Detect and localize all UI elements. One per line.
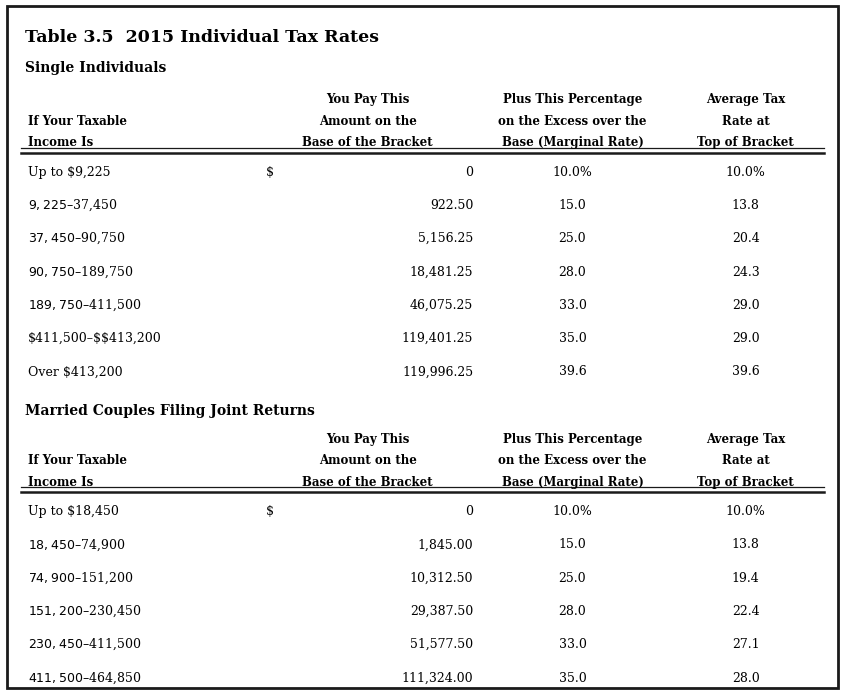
Text: 111,324.00: 111,324.00 [401, 672, 473, 684]
Text: 10.0%: 10.0% [725, 505, 765, 518]
Text: 25.0: 25.0 [558, 232, 586, 245]
Text: 10.0%: 10.0% [552, 166, 592, 178]
Text: 5,156.25: 5,156.25 [418, 232, 473, 245]
Text: Top of Bracket: Top of Bracket [696, 475, 793, 489]
Text: on the Excess over the: on the Excess over the [498, 454, 646, 467]
Text: 22.4: 22.4 [731, 605, 759, 618]
Text: 28.0: 28.0 [558, 605, 586, 618]
Text: Amount on the: Amount on the [318, 454, 416, 467]
Text: Base of the Bracket: Base of the Bracket [302, 136, 432, 149]
Text: Amount on the: Amount on the [318, 115, 416, 128]
Text: $9,225–$37,450: $9,225–$37,450 [28, 198, 117, 213]
Text: 15.0: 15.0 [558, 539, 586, 551]
Text: Income Is: Income Is [28, 475, 93, 489]
Text: 28.0: 28.0 [731, 672, 759, 684]
Text: 35.0: 35.0 [558, 672, 586, 684]
Text: 24.3: 24.3 [731, 266, 759, 278]
Text: Plus This Percentage: Plus This Percentage [502, 94, 641, 106]
Text: Married Couples Filing Joint Returns: Married Couples Filing Joint Returns [25, 404, 315, 418]
Text: $151,200–$230,450: $151,200–$230,450 [28, 604, 141, 619]
Text: Income Is: Income Is [28, 136, 93, 149]
Text: 29.0: 29.0 [731, 332, 759, 345]
Text: $: $ [266, 166, 273, 178]
Text: Base (Marginal Rate): Base (Marginal Rate) [501, 475, 642, 489]
Text: $230,450–$411,500: $230,450–$411,500 [28, 637, 141, 652]
Text: 10.0%: 10.0% [725, 166, 765, 178]
Text: You Pay This: You Pay This [326, 433, 408, 446]
Text: 10.0%: 10.0% [552, 505, 592, 518]
Text: 922.50: 922.50 [430, 199, 473, 212]
Text: 15.0: 15.0 [558, 199, 586, 212]
Text: 33.0: 33.0 [558, 299, 586, 312]
Text: $90,750–$189,750: $90,750–$189,750 [28, 264, 133, 280]
Text: Table 3.5  2015 Individual Tax Rates: Table 3.5 2015 Individual Tax Rates [25, 29, 379, 46]
Text: 27.1: 27.1 [731, 638, 759, 651]
Text: 25.0: 25.0 [558, 572, 586, 584]
Text: 19.4: 19.4 [731, 572, 759, 584]
Text: You Pay This: You Pay This [326, 94, 408, 106]
Text: 0: 0 [465, 166, 473, 178]
Text: $: $ [266, 505, 273, 518]
Text: Up to $18,450: Up to $18,450 [28, 505, 119, 518]
Text: $74,900–$151,200: $74,900–$151,200 [28, 570, 133, 586]
Text: Rate at: Rate at [721, 454, 769, 467]
Text: 39.6: 39.6 [558, 366, 586, 378]
Text: Rate at: Rate at [721, 115, 769, 128]
Text: 0: 0 [465, 505, 473, 518]
Text: 10,312.50: 10,312.50 [409, 572, 473, 584]
Text: $411,500–$$413,200: $411,500–$$413,200 [28, 332, 161, 345]
Text: Top of Bracket: Top of Bracket [696, 136, 793, 149]
Text: 39.6: 39.6 [731, 366, 759, 378]
Text: Average Tax: Average Tax [706, 433, 784, 446]
Text: Plus This Percentage: Plus This Percentage [502, 433, 641, 446]
Text: Average Tax: Average Tax [706, 94, 784, 106]
Text: If Your Taxable: If Your Taxable [28, 115, 127, 128]
Text: 20.4: 20.4 [731, 232, 759, 245]
Text: 51,577.50: 51,577.50 [409, 638, 473, 651]
Text: $18,450–$74,900: $18,450–$74,900 [28, 537, 125, 552]
Text: $37,450–$90,750: $37,450–$90,750 [28, 231, 125, 246]
Text: Single Individuals: Single Individuals [25, 61, 166, 75]
Text: on the Excess over the: on the Excess over the [498, 115, 646, 128]
Text: 1,845.00: 1,845.00 [417, 539, 473, 551]
Text: 119,996.25: 119,996.25 [402, 366, 473, 378]
Text: Base (Marginal Rate): Base (Marginal Rate) [501, 136, 642, 149]
Text: 13.8: 13.8 [731, 539, 759, 551]
Text: 13.8: 13.8 [731, 199, 759, 212]
Text: 29,387.50: 29,387.50 [409, 605, 473, 618]
Text: 18,481.25: 18,481.25 [409, 266, 473, 278]
Text: $411,500–$464,850: $411,500–$464,850 [28, 670, 141, 686]
Text: 33.0: 33.0 [558, 638, 586, 651]
Text: If Your Taxable: If Your Taxable [28, 454, 127, 467]
Text: Over $413,200: Over $413,200 [28, 366, 122, 378]
Text: 35.0: 35.0 [558, 332, 586, 345]
Text: 28.0: 28.0 [558, 266, 586, 278]
Text: 119,401.25: 119,401.25 [402, 332, 473, 345]
Text: Up to $9,225: Up to $9,225 [28, 166, 111, 178]
Text: Base of the Bracket: Base of the Bracket [302, 475, 432, 489]
Text: 29.0: 29.0 [731, 299, 759, 312]
Text: 46,075.25: 46,075.25 [409, 299, 473, 312]
Text: $189,750–$411,500: $189,750–$411,500 [28, 298, 141, 313]
